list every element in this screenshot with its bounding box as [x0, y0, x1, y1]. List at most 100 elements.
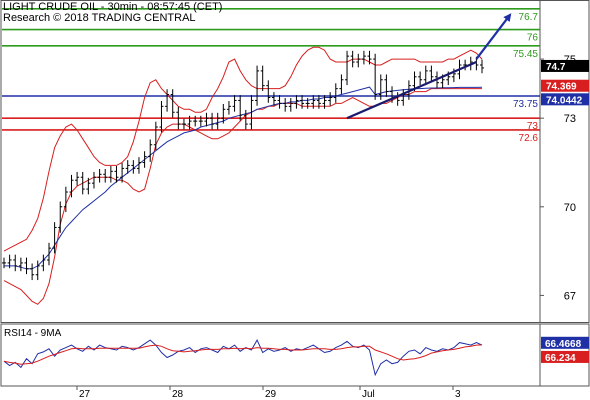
price-bar	[63, 186, 68, 213]
price-bar	[75, 171, 80, 186]
price-bar	[243, 109, 248, 130]
rsi-tag	[541, 336, 589, 349]
price-bar	[333, 83, 338, 103]
price-bar	[210, 112, 215, 130]
price-bar	[131, 160, 136, 174]
level-label: 76	[527, 33, 539, 44]
price-bar	[136, 157, 141, 174]
price-bar	[176, 106, 181, 130]
price-tag-label: 74.369	[546, 82, 577, 93]
price-bar	[277, 95, 282, 109]
price-bar	[271, 92, 276, 106]
price-bar	[52, 222, 57, 254]
upper-band-line	[3, 46, 483, 252]
price-bar	[46, 242, 51, 266]
moving-average-line	[4, 86, 483, 270]
price-bar	[238, 95, 243, 121]
x-tick-label: 29	[265, 389, 277, 400]
price-bar	[120, 163, 125, 183]
price-panel: 6770737576.77675.4573.757372.674.774.369…	[0, 0, 590, 323]
rsi-panel-frame	[0, 323, 590, 387]
price-bar	[316, 95, 321, 109]
price-bar	[170, 89, 175, 118]
price-tag-label: 74.0442	[546, 95, 583, 106]
price-tag	[541, 93, 589, 106]
price-bar	[255, 65, 260, 106]
price-bar	[328, 92, 333, 106]
price-bar	[232, 95, 237, 112]
price-bar	[221, 103, 226, 124]
price-bar	[103, 168, 108, 183]
level-label: 72.6	[519, 133, 539, 144]
y-tick-label: 73	[564, 113, 576, 125]
price-bar	[226, 101, 231, 115]
price-bar	[142, 151, 147, 168]
price-bar	[305, 98, 310, 109]
x-tick-label: 3	[455, 389, 461, 400]
price-bar	[165, 89, 170, 112]
price-bar	[311, 95, 316, 109]
price-bar	[395, 92, 400, 106]
price-bar	[69, 174, 74, 198]
price-bar	[350, 50, 355, 68]
price-bar	[80, 171, 85, 195]
price-bar	[41, 254, 46, 272]
price-bar	[418, 71, 423, 86]
price-bar	[378, 74, 383, 100]
copyright-text: Research © 2018 TRADING CENTRAL	[3, 12, 196, 24]
price-bar	[288, 98, 293, 112]
price-bar	[24, 257, 29, 275]
rsi-title: RSI14 - 9MA	[4, 328, 62, 339]
price-bar	[480, 59, 484, 74]
price-bar	[294, 95, 299, 109]
price-bar	[406, 80, 411, 100]
price-bar	[108, 166, 113, 183]
price-bar	[322, 95, 327, 109]
y-tick-label: 67	[564, 290, 576, 302]
price-bar	[159, 101, 164, 133]
x-axis: 27 28 29 Jul 3	[76, 386, 461, 400]
price-bar	[148, 139, 153, 162]
chart-title: LIGHT CRUDE OIL - 30min - 08:57:45 (CET)	[3, 1, 223, 13]
price-bar	[86, 177, 91, 195]
rsi-tag	[541, 350, 589, 363]
price-bar	[373, 53, 378, 100]
price-bar	[187, 115, 192, 130]
x-tick-label: 27	[79, 389, 91, 400]
level-label: 73	[527, 121, 539, 132]
price-bar	[283, 98, 288, 112]
price-bar	[401, 89, 406, 106]
price-bar	[204, 112, 209, 127]
price-bar	[345, 50, 350, 86]
price-bar	[339, 74, 344, 94]
lower-band-line	[3, 88, 482, 305]
price-bar	[58, 201, 63, 233]
bullish-trendline	[346, 61, 477, 120]
rsi14-line	[3, 339, 483, 377]
price-bar	[13, 254, 18, 272]
price-bar	[18, 257, 23, 272]
rsi-tag-label: 66.234	[545, 353, 576, 364]
price-bar	[361, 50, 366, 65]
rsi-tag-label: 66.4668	[545, 339, 582, 350]
rsi-panel: RSI14 - 9MA 66.4668 66.234	[0, 323, 590, 387]
9ma-line	[3, 344, 483, 365]
y-tick-label: 70	[564, 202, 576, 214]
price-bar	[114, 166, 119, 183]
price-bar	[463, 59, 468, 71]
price-bar	[198, 115, 203, 127]
price-tag-label: 74.7	[546, 62, 566, 73]
price-bar	[35, 260, 40, 281]
price-bar	[300, 95, 305, 109]
price-bar	[30, 263, 35, 281]
projection-arrow	[475, 13, 512, 60]
price-bar	[125, 160, 130, 174]
price-bar	[7, 254, 12, 269]
price-bar	[215, 112, 220, 130]
x-tick-label: 28	[172, 389, 184, 400]
price-bar	[97, 168, 102, 183]
price-bar	[367, 50, 372, 65]
price-bar	[260, 65, 265, 91]
price-bar	[181, 118, 186, 130]
